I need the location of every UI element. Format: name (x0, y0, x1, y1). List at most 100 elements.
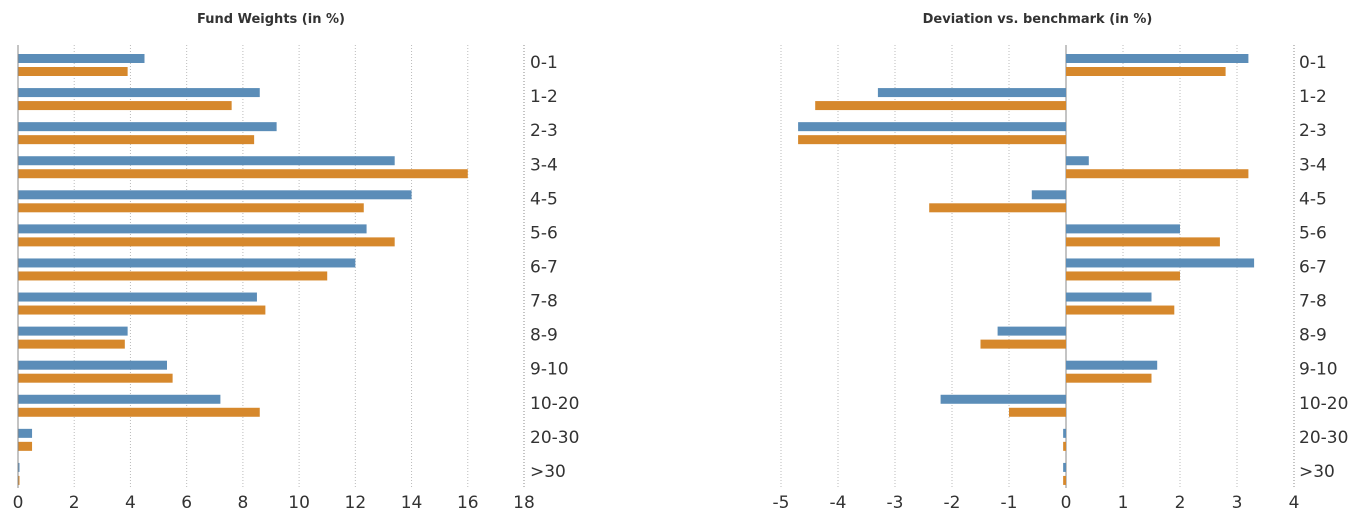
bar (877, 88, 1066, 98)
bar (1066, 237, 1220, 247)
bar (18, 441, 33, 451)
category-label: 2-3 (1299, 121, 1327, 141)
bar (18, 67, 128, 76)
bar (18, 135, 255, 145)
bar (815, 101, 1066, 111)
category-label: 10-20 (1299, 394, 1348, 414)
category-label: 7-8 (530, 292, 558, 312)
bar (798, 122, 1066, 132)
bar (18, 305, 266, 315)
deviation-title: Deviation vs. benchmark (in %) (922, 12, 1153, 27)
x-tick-label: 14 (401, 493, 423, 513)
fund-weights-plot: 0 2 4 6 8 10 12 14 16 18 0-1 1-2 2-3 3-4 4-5 5-6 6-7 7-8 8… (13, 45, 579, 513)
category-label: 20-30 (1299, 428, 1348, 448)
x-tick-label: 1 (1118, 493, 1129, 513)
bar (18, 258, 356, 268)
x-tick-label: -4 (830, 493, 847, 513)
category-label: 8-9 (530, 326, 558, 346)
x-tick-label: 4 (125, 493, 136, 513)
bar (1063, 428, 1066, 438)
bar (1066, 271, 1180, 281)
bar (18, 190, 412, 200)
bar (1066, 305, 1175, 315)
bar (1066, 292, 1152, 302)
category-label: 1-2 (530, 87, 558, 107)
category-label: 20-30 (530, 428, 579, 448)
category-label: 2-3 (530, 121, 558, 141)
x-tick-label: -2 (944, 493, 961, 513)
bar (18, 122, 277, 132)
fund-weights-title: Fund Weights (in %) (197, 12, 345, 27)
bar (1066, 169, 1249, 179)
bar (940, 394, 1066, 404)
x-tick-label: 2 (1175, 493, 1186, 513)
x-tick-label: 3 (1232, 493, 1243, 513)
category-label: 4-5 (1299, 189, 1327, 209)
category-label: 9-10 (1299, 360, 1338, 380)
category-label: >30 (530, 462, 566, 482)
bar (980, 339, 1066, 349)
bar (18, 156, 395, 166)
bar (798, 135, 1066, 145)
category-label: 3-4 (1299, 155, 1327, 175)
bar (18, 339, 125, 349)
x-tick-label: 4 (1289, 493, 1300, 513)
category-label: 6-7 (1299, 258, 1327, 278)
deviation-chart: Deviation vs. benchmark (in %) -5 -4 -3 -2-… (682, 0, 1364, 515)
category-label: 0-1 (530, 53, 558, 73)
bar (929, 203, 1066, 213)
bar (1031, 190, 1066, 200)
bar (18, 428, 33, 438)
category-label: 0-1 (1299, 53, 1327, 73)
bar (1009, 407, 1066, 417)
bar (18, 203, 364, 213)
category-label: 5-6 (530, 223, 558, 243)
x-tick-label: 10 (288, 493, 310, 513)
bar (1066, 373, 1152, 383)
bar (18, 271, 328, 281)
x-tick-label: 0 (1061, 493, 1072, 513)
x-tick-label: -1 (1001, 493, 1018, 513)
bar (18, 224, 367, 234)
x-tick-label: 16 (457, 493, 479, 513)
x-tick-label: 8 (237, 493, 248, 513)
bar (18, 101, 232, 111)
x-tick-label: -3 (887, 493, 904, 513)
bar (1066, 224, 1180, 234)
bar (18, 462, 20, 472)
bar (18, 394, 221, 404)
bar (18, 292, 257, 302)
category-label: >30 (1299, 462, 1335, 482)
bar (1063, 441, 1066, 451)
x-tick-label: 6 (181, 493, 192, 513)
bar (1063, 462, 1066, 472)
category-label: 8-9 (1299, 326, 1327, 346)
bar (18, 360, 167, 370)
bar (1066, 258, 1255, 268)
x-tick-label: 18 (513, 493, 535, 513)
category-label: 1-2 (1299, 87, 1327, 107)
bar (18, 326, 128, 336)
deviation-plot: -5 -4 -3 -2 -1 0 1 2 3 4 0-1 1-2 2-3 3-4 4-5 5-6 6-7 7-8 8… (773, 45, 1348, 513)
x-tick-label: 2 (69, 493, 80, 513)
x-tick-label: 0 (13, 493, 24, 513)
category-label: 3-4 (530, 155, 558, 175)
bar (1066, 67, 1226, 76)
fund-weights-chart: Fund Weights (in %) 0 2 4 6 8 10 12 14 16 18 0-1 1-… (13, 12, 580, 513)
category-label: 7-8 (1299, 292, 1327, 312)
category-label: 9-10 (530, 360, 569, 380)
bar (18, 237, 395, 247)
bar (18, 88, 260, 98)
bar (1063, 475, 1066, 485)
bar (18, 475, 20, 485)
bar (1066, 54, 1249, 63)
category-label: 10-20 (530, 394, 579, 414)
x-tick-label: 12 (345, 493, 367, 513)
bar (18, 373, 173, 383)
bar (18, 407, 260, 417)
category-label: 6-7 (530, 258, 558, 278)
category-label: 5-6 (1299, 223, 1327, 243)
bar (1066, 156, 1089, 166)
bar (1066, 360, 1158, 370)
x-tick-label: -5 (773, 493, 790, 513)
